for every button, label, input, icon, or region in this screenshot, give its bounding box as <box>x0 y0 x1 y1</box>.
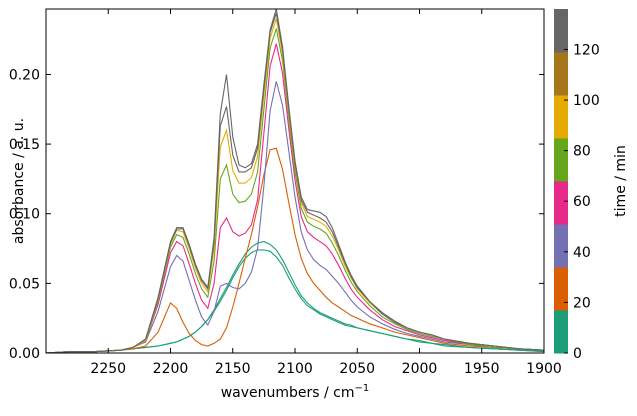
y-tick-label: 0.15 <box>9 137 40 153</box>
x-tick-label: 2200 <box>153 361 189 377</box>
spectrum-line-2 <box>46 147 544 353</box>
x-tick-label: 1900 <box>526 361 562 377</box>
spectrum-line-3 <box>46 81 544 353</box>
x-tick-label: 2100 <box>277 361 313 377</box>
x-tick-label: 2150 <box>215 361 251 377</box>
colorbar-tick-label: 60 <box>573 194 591 210</box>
spectrum-lines <box>46 9 544 353</box>
y-tick-label: 0.00 <box>9 346 40 362</box>
y-tick-label: 0.20 <box>9 67 40 83</box>
spectrum-line-5 <box>46 28 544 353</box>
colorbar-band <box>554 181 568 225</box>
x-axis-ticks: 2250 2200 2150 2100 2050 2000 1950 1900 <box>90 9 562 377</box>
colorbar-band <box>554 267 568 311</box>
colorbar-tick-label: 40 <box>573 245 591 261</box>
y-tick-label: 0.10 <box>9 207 40 223</box>
colorbar-tick-label: 120 <box>573 42 600 58</box>
spectrum-line-1 <box>46 241 544 353</box>
colorbar-tick-label: 0 <box>573 346 582 362</box>
colorbar: 0 20 40 60 80 100 120 <box>554 9 600 362</box>
y-axis-ticks: 0.00 0.05 0.10 0.15 0.20 <box>9 67 544 362</box>
x-tick-label: 2250 <box>90 361 126 377</box>
spectrum-line-0 <box>46 249 544 353</box>
colorbar-tick-label: 20 <box>573 295 591 311</box>
x-tick-label: 2000 <box>402 361 438 377</box>
colorbar-tick-label: 100 <box>573 93 600 109</box>
spectrum-line-8 <box>46 9 544 353</box>
y-tick-label: 0.05 <box>9 276 40 292</box>
colorbar-tick-label: 80 <box>573 144 591 160</box>
x-tick-label: 1950 <box>464 361 500 377</box>
x-axis-label: wavenumbers / cm−1 <box>221 383 370 401</box>
y-axis-label: absorbance / a. u. <box>11 118 27 244</box>
colorbar-band <box>554 224 568 268</box>
colorbar-band <box>554 138 568 182</box>
colorbar-label: time / min <box>613 145 629 217</box>
colorbar-band <box>554 52 568 96</box>
colorbar-band <box>554 95 568 139</box>
colorbar-band <box>554 9 568 53</box>
spectrum-line-6 <box>46 18 544 353</box>
x-tick-label: 2050 <box>339 361 375 377</box>
spectrum-line-4 <box>46 43 544 353</box>
colorbar-band <box>554 310 568 354</box>
